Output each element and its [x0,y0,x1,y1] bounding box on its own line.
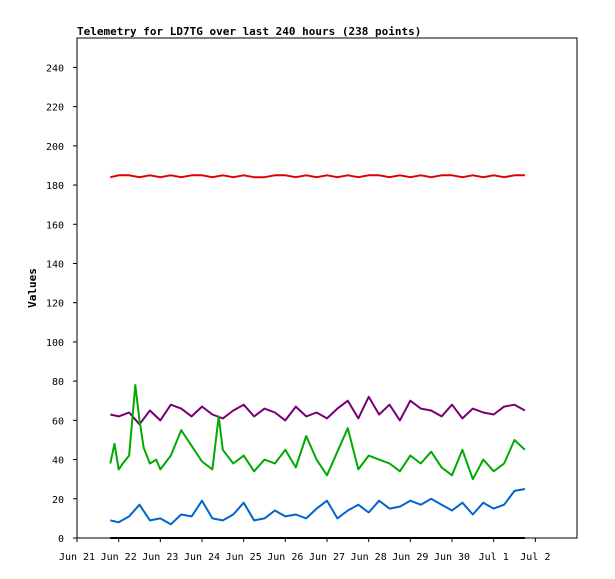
y-axis-label: Values [26,268,39,308]
series-line-3 [109,384,526,481]
x-tick-label: Jun 25 [226,552,262,563]
y-tick-label: 40 [52,456,64,467]
y-tick-label: 160 [46,220,64,231]
x-tick-label: Jun 30 [434,552,470,563]
series-lines [109,174,526,539]
x-tick-label: Jun 29 [392,552,428,563]
y-tick-label: 140 [46,259,64,270]
y-tick-label: 220 [46,103,64,114]
y-tick-label: 120 [46,299,64,310]
series-line-4 [110,488,526,526]
x-tick-label: Jun 26 [267,552,303,563]
x-tick-label: Jun 28 [351,552,387,563]
x-tick-label: Jun 27 [309,552,345,563]
x-tick-label: Jun 23 [142,552,178,563]
x-tick-label: Jul 1 [479,552,509,563]
x-tick-label: Jun 24 [184,552,220,563]
x-tick-label: Jun 22 [101,552,137,563]
x-tick-label: Jun 21 [59,552,95,563]
x-tick-label: Jul 2 [520,552,550,563]
y-tick-label: 80 [52,377,64,388]
series-line-2 [110,395,526,426]
y-tick-label: 180 [46,181,64,192]
y-tick-label: 0 [58,534,64,545]
chart-title: Telemetry for LD7TG over last 240 hours … [77,25,421,38]
y-tick-label: 200 [46,142,64,153]
y-tick-label: 60 [52,416,64,427]
y-axis-ticks: 0 20 40 60 80 100 120 140 160 180 200 220 240 [46,63,77,545]
y-tick-label: 100 [46,338,64,349]
y-tick-label: 20 [52,495,64,506]
series-line-1 [110,174,525,179]
y-tick-label: 240 [46,63,64,74]
x-axis-ticks: Jun 21 Jun 22 Jun 23 Jun 24 Jun 25 Jun 26 Jun … [59,538,550,563]
